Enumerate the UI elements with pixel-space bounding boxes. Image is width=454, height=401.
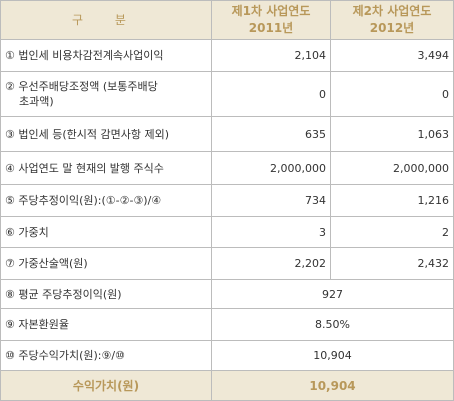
row-label: ⑦ 가중산술액(원) — [0, 247, 212, 280]
row-merged-value: 10,904 — [211, 340, 454, 371]
table-row: ⑤ 주당추정이익(원):(①-②-③)/④ 734 1,216 — [0, 184, 454, 217]
header-year-2-year: 2012년 — [369, 21, 415, 35]
row-label-line-2: 초과액) — [19, 95, 54, 108]
table-row: ③ 법인세 등(한시적 감면사항 제외) 635 1,063 — [0, 116, 454, 152]
row-value-year-1: 2,104 — [211, 39, 331, 72]
table-row: ⑥ 가중치 3 2 — [0, 216, 454, 248]
row-value-year-2: 3,494 — [330, 39, 454, 72]
row-value-year-1: 3 — [211, 216, 331, 248]
header-gubun: 구 분 — [0, 0, 212, 40]
header-year-2: 제2차 사업연도 2012년 — [330, 0, 454, 40]
table-row: ② 우선주배당조정액 (보통주배당 초과액) 0 0 — [0, 71, 454, 117]
row-value-year-2: 2 — [330, 216, 454, 248]
row-label-line-1: ② 우선주배당조정액 (보통주배당 — [5, 80, 158, 93]
table-row: ⑨ 자본환원율 8.50% — [0, 308, 454, 341]
row-label: ⑩ 주당수익가치(원):⑨/⑩ — [0, 340, 212, 371]
header-row: 구 분 제1차 사업연도 2011년 제2차 사업연도 2012년 — [0, 0, 454, 40]
row-value-year-2: 1,216 — [330, 184, 454, 217]
row-label: ⑥ 가중치 — [0, 216, 212, 248]
row-value-year-1: 734 — [211, 184, 331, 217]
row-value-year-1: 0 — [211, 71, 331, 117]
row-merged-value: 927 — [211, 279, 454, 309]
row-value-year-2: 0 — [330, 71, 454, 117]
row-label: ⑨ 자본환원율 — [0, 308, 212, 341]
header-year-1-title: 제1차 사업연도 — [231, 4, 311, 18]
total-row: 수익가치(원) 10,904 — [0, 370, 454, 401]
header-year-1: 제1차 사업연도 2011년 — [211, 0, 331, 40]
total-label: 수익가치(원) — [0, 370, 212, 401]
total-value: 10,904 — [211, 370, 454, 401]
header-year-2-title: 제2차 사업연도 — [352, 4, 432, 18]
row-value-year-1: 2,000,000 — [211, 151, 331, 185]
row-value-year-2: 2,432 — [330, 247, 454, 280]
table-row: ⑧ 평균 주당추정이익(원) 927 — [0, 279, 454, 309]
row-label: ③ 법인세 등(한시적 감면사항 제외) — [0, 116, 212, 152]
row-label: ⑧ 평균 주당추정이익(원) — [0, 279, 212, 309]
row-label: ① 법인세 비용차감전계속사업이익 — [0, 39, 212, 72]
row-label: ② 우선주배당조정액 (보통주배당 초과액) — [0, 71, 212, 117]
row-value-year-1: 635 — [211, 116, 331, 152]
row-label: ⑤ 주당추정이익(원):(①-②-③)/④ — [0, 184, 212, 217]
table-row: ⑦ 가중산술액(원) 2,202 2,432 — [0, 247, 454, 280]
row-value-year-2: 2,000,000 — [330, 151, 454, 185]
row-value-year-2: 1,063 — [330, 116, 454, 152]
row-label: ④ 사업연도 말 현재의 발행 주식수 — [0, 151, 212, 185]
table-row: ④ 사업연도 말 현재의 발행 주식수 2,000,000 2,000,000 — [0, 151, 454, 185]
header-year-1-year: 2011년 — [248, 21, 294, 35]
row-value-year-1: 2,202 — [211, 247, 331, 280]
table-row: ① 법인세 비용차감전계속사업이익 2,104 3,494 — [0, 39, 454, 72]
table-row: ⑩ 주당수익가치(원):⑨/⑩ 10,904 — [0, 340, 454, 371]
row-merged-value: 8.50% — [211, 308, 454, 341]
